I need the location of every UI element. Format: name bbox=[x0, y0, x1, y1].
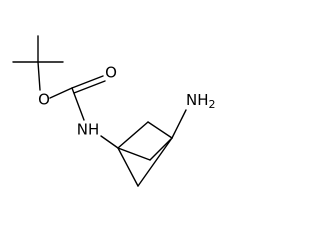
atom-subscript: 2 bbox=[209, 98, 216, 111]
atom-label: NH2 bbox=[186, 91, 216, 112]
bond bbox=[137, 137, 173, 187]
bond bbox=[100, 135, 119, 149]
bond bbox=[73, 80, 106, 94]
bond bbox=[147, 121, 173, 139]
bond bbox=[49, 87, 73, 99]
bond bbox=[71, 75, 104, 89]
bond bbox=[117, 147, 139, 187]
bond bbox=[117, 121, 149, 149]
atom-symbol: NH bbox=[186, 91, 209, 109]
bonds bbox=[12, 35, 187, 187]
bond bbox=[71, 87, 85, 121]
bond bbox=[171, 109, 187, 139]
bond bbox=[149, 137, 173, 161]
bond bbox=[37, 61, 41, 91]
atom-label: NH bbox=[77, 121, 100, 139]
structure: O O NH NH2 bbox=[12, 35, 216, 187]
atom-label: O bbox=[38, 91, 50, 109]
atom-label: O bbox=[105, 64, 117, 82]
bond bbox=[117, 147, 151, 161]
